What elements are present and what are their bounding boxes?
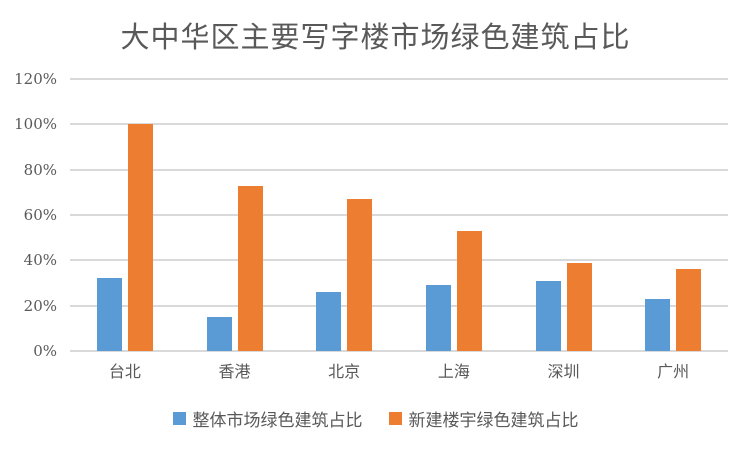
bar-series1-cat4 bbox=[566, 262, 592, 351]
gridline bbox=[70, 350, 728, 352]
y-tick-label: 120% bbox=[14, 70, 57, 88]
y-tick-label: 100% bbox=[14, 115, 57, 134]
y-tick-label: 20% bbox=[23, 296, 57, 315]
y-tick-label: 60% bbox=[23, 206, 57, 224]
bar-series0-cat0 bbox=[96, 278, 122, 351]
gridline bbox=[70, 168, 728, 171]
bar-series0-cat5 bbox=[645, 298, 671, 351]
x-category-label: 广州 bbox=[657, 362, 690, 381]
gridline bbox=[70, 123, 728, 126]
gridline bbox=[70, 259, 728, 262]
bar-series0-cat3 bbox=[425, 285, 451, 351]
bar-series1-cat2 bbox=[347, 199, 373, 351]
legend-item: 整体市场绿色建筑占比 bbox=[172, 406, 363, 431]
bar-series1-cat0 bbox=[127, 124, 153, 351]
legend-label: 整体市场绿色建筑占比 bbox=[192, 411, 363, 431]
legend-label: 新建楼宇绿色建筑占比 bbox=[408, 411, 579, 431]
bar-series1-cat1 bbox=[237, 185, 263, 351]
bar-series1-cat5 bbox=[676, 269, 702, 351]
x-category-label: 深圳 bbox=[547, 362, 580, 381]
x-category-label: 北京 bbox=[328, 362, 361, 381]
gridline bbox=[70, 78, 728, 80]
bar-series0-cat1 bbox=[206, 317, 232, 351]
y-tick-label: 80% bbox=[23, 160, 57, 179]
x-category-label: 香港 bbox=[218, 362, 251, 381]
legend-item: 新建楼宇绿色建筑占比 bbox=[388, 406, 579, 431]
y-tick-label: 40% bbox=[23, 251, 57, 270]
x-category-label: 上海 bbox=[437, 362, 470, 381]
legend-swatch bbox=[388, 412, 402, 425]
bar-series0-cat4 bbox=[535, 280, 561, 351]
gridline bbox=[70, 214, 728, 216]
bar-series0-cat2 bbox=[316, 292, 342, 351]
legend-swatch bbox=[172, 412, 186, 425]
x-category-label: 台北 bbox=[108, 362, 141, 381]
y-tick-label: 0% bbox=[33, 342, 57, 360]
bar-series1-cat3 bbox=[456, 230, 482, 351]
legend: 整体市场绿色建筑占比 新建楼宇绿色建筑占比 bbox=[0, 406, 751, 431]
chart-title: 大中华区主要写字楼市场绿色建筑占比 bbox=[120, 20, 631, 54]
gridline bbox=[70, 304, 728, 307]
plot-area bbox=[70, 78, 728, 352]
